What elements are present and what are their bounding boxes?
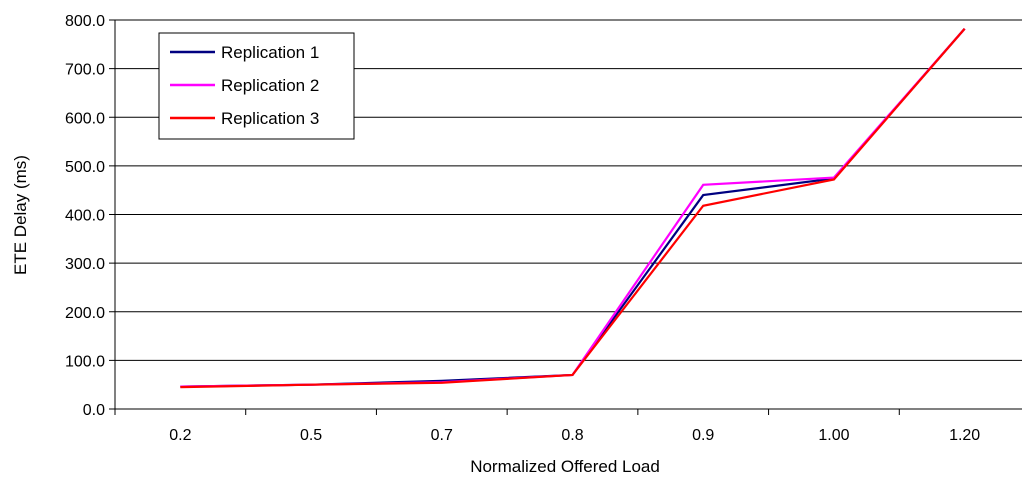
x-tick-label: 0.7 <box>431 427 453 444</box>
x-tick-label: 1.20 <box>949 427 980 444</box>
x-tick-label: 0.9 <box>692 427 714 444</box>
legend-label: Replication 2 <box>221 76 319 95</box>
y-tick-label: 800.0 <box>65 13 105 30</box>
y-tick-label: 200.0 <box>65 305 105 322</box>
legend-label: Replication 1 <box>221 43 319 62</box>
series-lines <box>180 28 966 389</box>
x-tick-label: 0.2 <box>169 427 191 444</box>
y-tick-label: 600.0 <box>65 110 105 127</box>
y-tick-label: 400.0 <box>65 208 105 225</box>
x-tick-label: 0.8 <box>561 427 583 444</box>
y-tick-labels: 0.0 100.0 200.0 300.0 400.0 500.0 600.0 700.0 80… <box>65 13 115 419</box>
y-axis-title: ETE Delay (ms) <box>11 155 30 275</box>
y-tick-label: 100.0 <box>65 353 105 370</box>
x-tick-labels: 0.2 0.5 0.7 0.8 0.9 1.00 1.20 <box>114 409 980 444</box>
x-axis-title: Normalized Offered Load <box>470 457 660 476</box>
x-tick-label: 0.5 <box>300 427 322 444</box>
y-tick-label: 500.0 <box>65 159 105 176</box>
x-tick-label: 1.00 <box>818 427 849 444</box>
y-tick-label: 300.0 <box>65 256 105 273</box>
y-tick-label: 0.0 <box>83 402 105 419</box>
y-tick-label: 700.0 <box>65 62 105 79</box>
legend: Replication 1 Replication 2 Replication 3 <box>158 32 355 140</box>
series-line-replication-3 <box>180 28 966 389</box>
legend-label: Replication 3 <box>221 109 319 128</box>
